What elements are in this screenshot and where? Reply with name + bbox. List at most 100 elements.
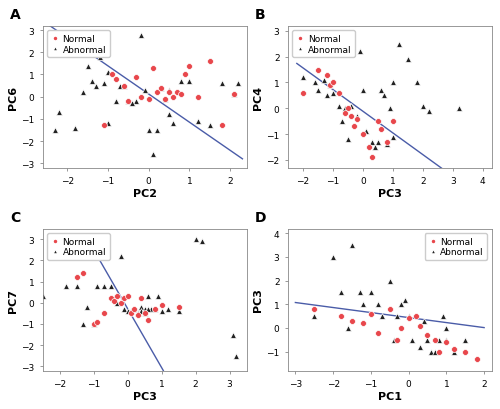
Normal [100,310,108,317]
Abnormal [128,101,136,107]
Abnormal [134,310,142,317]
Normal [416,323,424,329]
Abnormal [174,308,182,315]
Abnormal [329,254,337,261]
Abnormal [148,306,156,312]
Abnormal [380,93,388,99]
Normal [326,83,334,89]
Normal [383,139,391,146]
Normal [374,330,382,336]
Abnormal [80,321,88,328]
Abnormal [51,127,59,134]
Normal [386,306,394,312]
Normal [173,90,181,96]
Y-axis label: PC3: PC3 [254,288,264,312]
Normal [450,346,458,353]
Abnormal [106,283,114,289]
Abnormal [112,99,120,105]
Normal [412,313,420,319]
Abnormal [198,238,206,245]
Normal [157,85,165,92]
Abnormal [412,80,420,87]
Abnormal [110,295,118,302]
Abnormal [424,108,432,115]
Abnormal [367,290,375,296]
Normal [90,321,98,328]
Normal [144,97,152,103]
Abnormal [165,88,173,94]
Abnormal [404,57,411,63]
Abnormal [100,283,108,289]
Abnormal [394,313,402,319]
Abnormal [194,119,202,125]
Abnormal [335,103,343,110]
Abnormal [299,75,307,81]
Abnormal [136,32,144,39]
Legend: Normal, Abnormal: Normal, Abnormal [47,31,110,58]
Abnormal [80,90,88,96]
Abnormal [140,306,148,312]
Y-axis label: PC6: PC6 [8,85,18,110]
Abnormal [344,137,352,143]
Abnormal [124,99,132,105]
Normal [144,317,152,323]
Abnormal [62,283,70,289]
Abnormal [435,337,443,343]
Normal [112,76,120,83]
Abnormal [127,308,135,315]
Normal [136,94,144,101]
Abnormal [117,253,125,260]
Abnormal [388,134,396,141]
Normal [120,295,128,302]
Abnormal [420,318,428,324]
Abnormal [144,127,152,134]
Abnormal [348,242,356,249]
Normal [348,318,356,324]
Normal [117,300,125,306]
Abnormal [72,125,80,132]
Y-axis label: PC7: PC7 [8,288,18,312]
Abnormal [90,321,98,328]
Abnormal [130,306,138,312]
Normal [394,337,402,343]
Abnormal [359,88,367,94]
Abnormal [164,306,172,312]
Abnormal [397,301,405,308]
Abnormal [154,293,162,300]
Abnormal [480,254,488,261]
Normal [169,94,177,101]
X-axis label: PC1: PC1 [378,391,402,401]
Normal [368,155,376,161]
Abnormal [356,290,364,296]
Abnormal [120,83,128,90]
Normal [93,319,101,325]
Abnormal [157,85,165,92]
Abnormal [461,337,469,343]
Normal [230,92,238,99]
Normal [360,320,368,327]
Abnormal [169,121,177,127]
Abnormal [450,348,458,355]
Abnormal [218,81,226,88]
Normal [314,67,322,74]
Normal [404,315,412,322]
Abnormal [232,353,240,359]
Abnormal [230,92,238,99]
Abnormal [404,313,412,319]
Abnormal [93,283,101,289]
Abnormal [454,106,462,112]
Abnormal [165,112,173,118]
Text: D: D [255,211,266,225]
Normal [165,90,173,96]
Abnormal [84,63,92,70]
Abnormal [83,304,91,310]
Abnormal [408,337,416,343]
Normal [72,274,80,281]
Normal [134,312,142,319]
Abnormal [416,344,424,351]
Normal [182,72,190,79]
Abnormal [371,144,379,151]
Normal [124,293,132,300]
Abnormal [96,54,104,61]
Normal [130,306,138,312]
